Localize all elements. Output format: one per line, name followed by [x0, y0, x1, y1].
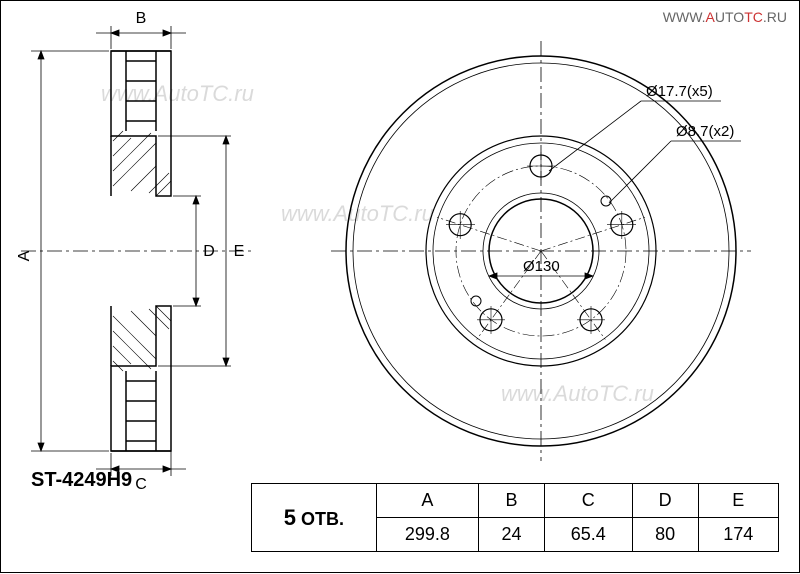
dimension-table: 5 ОТВ. A B C D E 299.8 24 65.4 80 174	[251, 483, 779, 552]
col-header: A	[376, 484, 478, 518]
table-cell: 299.8	[376, 518, 478, 552]
part-number: ST-4249H9	[31, 469, 132, 492]
dim-C-label: C	[135, 476, 147, 493]
dim-E-label: E	[234, 243, 245, 260]
col-header: E	[698, 484, 779, 518]
col-header: C	[544, 484, 632, 518]
dim-A-label: A	[16, 250, 33, 261]
col-header: B	[479, 484, 545, 518]
drawing-canvas: WWW.AUTOTC.RU www.AutoTC.ru www.AutoTC.r…	[0, 0, 800, 573]
table-header-row: 5 ОТВ. A B C D E	[252, 484, 779, 518]
dim-B-label: B	[136, 10, 147, 27]
col-header: D	[632, 484, 698, 518]
dim-D-label: D	[203, 243, 215, 260]
holes-cell: 5 ОТВ.	[252, 484, 377, 552]
table-cell: 24	[479, 518, 545, 552]
center-bore-annotation: Ø130	[523, 258, 560, 275]
table-cell: 174	[698, 518, 779, 552]
table-cell: 65.4	[544, 518, 632, 552]
bolt-hole-annotation: Ø17.7(x5)	[646, 83, 713, 100]
table-cell: 80	[632, 518, 698, 552]
small-hole-annotation: Ø8.7(x2)	[676, 123, 734, 140]
